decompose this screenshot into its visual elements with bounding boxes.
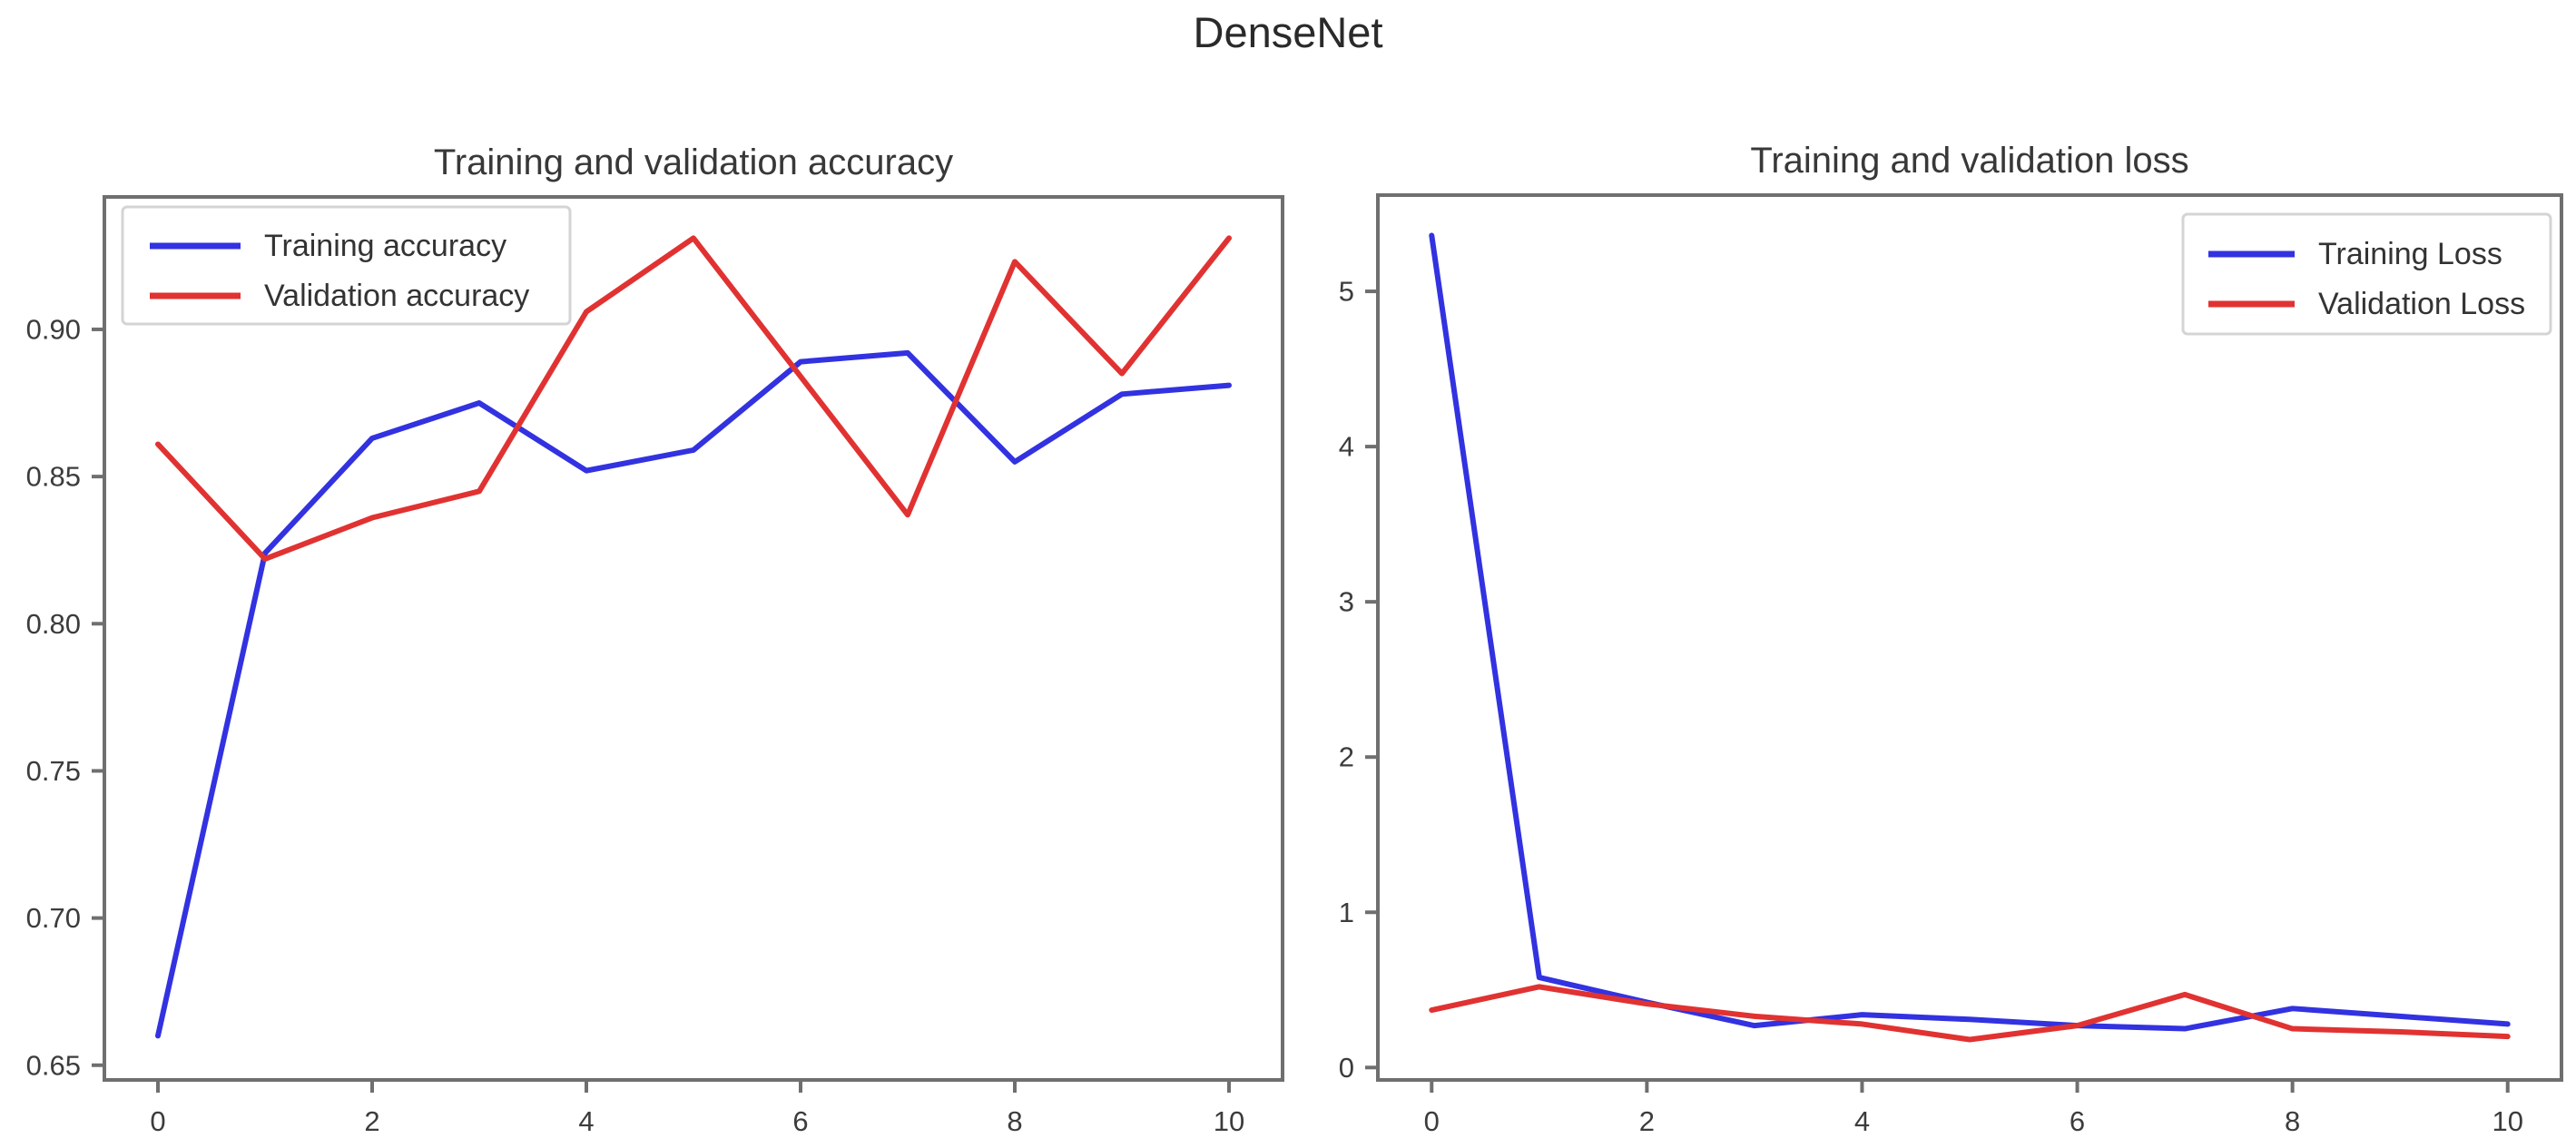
x-tick-label: 6 — [2070, 1105, 2085, 1137]
x-tick-label: 4 — [1854, 1105, 1870, 1137]
y-tick-label: 0.75 — [26, 755, 81, 787]
accuracy-chart-title: Training and validation accuracy — [434, 142, 953, 182]
x-tick-label: 10 — [1214, 1105, 1244, 1137]
figure-title: DenseNet — [1194, 8, 1383, 56]
y-tick-label: 0.80 — [26, 608, 81, 640]
y-tick-label: 0 — [1339, 1052, 1354, 1084]
x-tick-label: 8 — [1007, 1105, 1022, 1137]
loss-chart-title: Training and validation loss — [1750, 141, 2188, 181]
x-tick-label: 4 — [578, 1105, 594, 1137]
x-tick-label: 8 — [2285, 1105, 2300, 1137]
validation-loss-legend-label: Validation Loss — [2318, 287, 2525, 321]
x-tick-label: 6 — [792, 1105, 808, 1137]
x-tick-label: 2 — [1639, 1105, 1655, 1137]
y-tick-label: 3 — [1339, 586, 1354, 618]
y-tick-label: 0.90 — [26, 313, 81, 345]
loss-legend: Training Loss Validation Loss — [2181, 212, 2552, 336]
validation-accuracy-legend-label: Validation accuracy — [264, 279, 529, 313]
x-tick-label: 2 — [364, 1105, 379, 1137]
validation-loss-line — [1429, 984, 2511, 1043]
accuracy-plot: 0.65 0.70 0.75 0.80 0.85 0.90 0 2 4 6 8 10 — [26, 195, 1284, 1137]
training-loss-line — [1429, 232, 2511, 1032]
y-tick-label: 0.70 — [26, 902, 81, 934]
y-tick-label: 0.65 — [26, 1049, 81, 1081]
y-tick-label: 4 — [1339, 431, 1354, 463]
y-tick-label: 0.85 — [26, 461, 81, 493]
training-accuracy-line — [155, 349, 1232, 1039]
validation-accuracy-line — [155, 235, 1232, 562]
training-accuracy-legend-label: Training accuracy — [264, 229, 506, 263]
x-tick-label: 0 — [1424, 1105, 1440, 1137]
accuracy-legend: Training accuracy Validation accuracy — [121, 205, 572, 326]
plot-frame — [1376, 193, 2563, 1082]
plot-frame — [103, 195, 1284, 1082]
x-tick-label: 10 — [2492, 1105, 2522, 1137]
y-tick-label: 5 — [1339, 276, 1354, 308]
y-tick-label: 2 — [1339, 741, 1354, 773]
training-loss-legend-label: Training Loss — [2318, 237, 2502, 271]
x-tick-label: 0 — [150, 1105, 165, 1137]
loss-plot: 0 1 2 3 4 5 0 2 4 6 8 10 — [1339, 193, 2563, 1137]
y-tick-label: 1 — [1339, 897, 1354, 928]
